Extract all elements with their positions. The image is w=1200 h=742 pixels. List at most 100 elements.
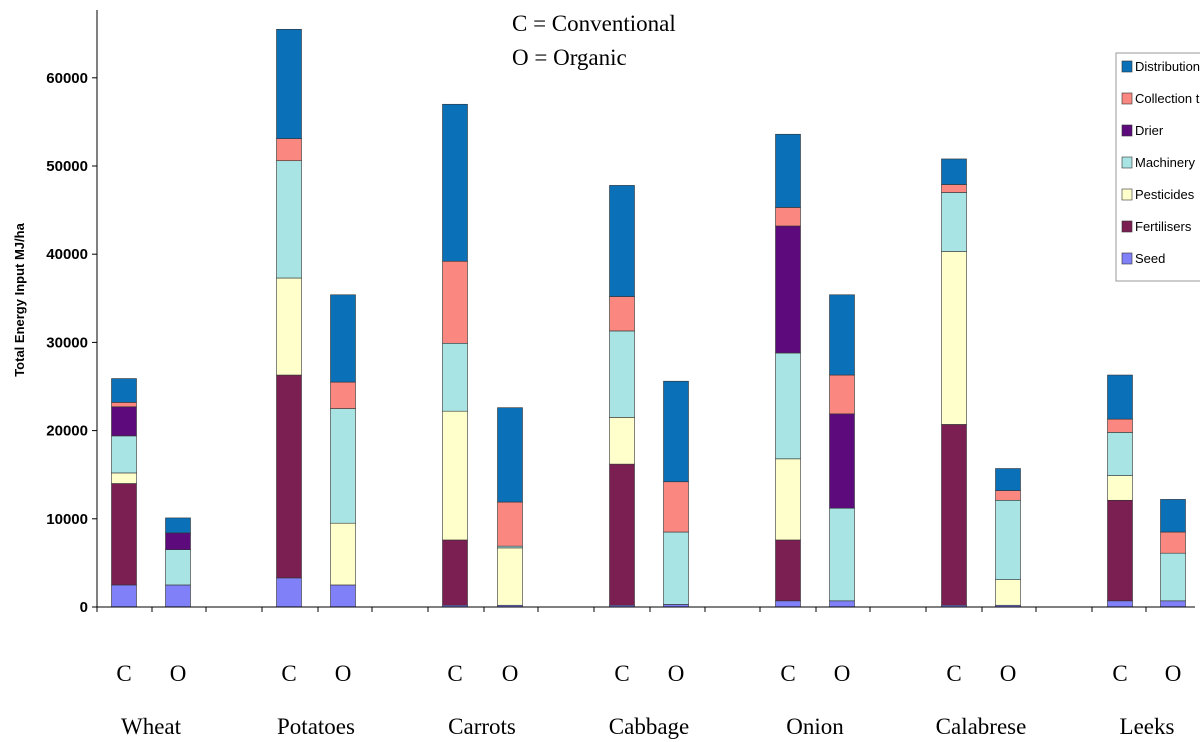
annotation-organic: O = Organic bbox=[512, 45, 627, 70]
legend-swatch-seed bbox=[1121, 252, 1133, 265]
system-label: O bbox=[668, 661, 685, 686]
segment-seed bbox=[829, 600, 855, 608]
segment-collection-transport bbox=[663, 481, 689, 533]
system-label: O bbox=[1000, 661, 1017, 686]
y-tick-label: 0 bbox=[80, 599, 88, 616]
category-labels: C O C O C O C O C O C O C O Wheat Potatoes Carrots Cabbag… bbox=[116, 661, 1181, 739]
crop-label-carrots: Carrots bbox=[448, 714, 516, 739]
legend-label-machinery: Machinery bbox=[1135, 155, 1195, 170]
segment-distribution bbox=[775, 133, 801, 208]
bar-potatoes-c bbox=[276, 28, 302, 608]
segment-fertilisers bbox=[1107, 499, 1133, 602]
segment-distribution bbox=[995, 468, 1021, 491]
segment-machinery bbox=[995, 499, 1021, 580]
bars-layer bbox=[111, 28, 1186, 608]
legend-label-seed: Seed bbox=[1135, 251, 1165, 266]
legend-label-distribution: Distribution bbox=[1135, 59, 1200, 74]
segment-fertilisers bbox=[111, 483, 137, 586]
segment-collection-transport bbox=[995, 490, 1021, 501]
legend-swatch-pesticides bbox=[1121, 188, 1133, 201]
segment-seed bbox=[111, 584, 137, 608]
segment-collection-transport bbox=[829, 374, 855, 415]
segment-collection-transport bbox=[111, 402, 137, 408]
bar-calabrese-o bbox=[995, 468, 1021, 608]
bar-carrots-c bbox=[442, 103, 468, 608]
segment-distribution bbox=[165, 517, 191, 534]
system-label: C bbox=[614, 661, 629, 686]
legend-swatch-machinery bbox=[1121, 156, 1133, 169]
segment-fertilisers bbox=[609, 463, 635, 606]
y-tick-label: 40000 bbox=[46, 246, 88, 263]
system-label: O bbox=[1165, 661, 1182, 686]
segment-collection-transport bbox=[775, 207, 801, 227]
segment-pesticides bbox=[497, 547, 523, 606]
segment-pesticides bbox=[775, 458, 801, 541]
segment-machinery bbox=[1107, 432, 1133, 476]
legend: Distribution Collection transport Drier Mac… bbox=[1115, 52, 1200, 282]
legend-swatch-drier bbox=[1121, 124, 1133, 137]
segment-pesticides bbox=[609, 417, 635, 465]
segment-collection-transport bbox=[330, 381, 356, 409]
segment-drier bbox=[829, 413, 855, 509]
segment-distribution bbox=[111, 378, 137, 403]
segment-machinery bbox=[663, 531, 689, 605]
segment-pesticides bbox=[111, 472, 137, 484]
segment-seed bbox=[330, 584, 356, 608]
segment-pesticides bbox=[941, 251, 967, 425]
segment-collection-transport bbox=[276, 138, 302, 162]
segment-machinery bbox=[775, 352, 801, 460]
segment-seed bbox=[276, 577, 302, 608]
segment-collection-transport bbox=[1107, 418, 1133, 433]
segment-seed bbox=[165, 584, 191, 608]
segment-distribution bbox=[442, 103, 468, 262]
segment-drier bbox=[775, 225, 801, 354]
segment-machinery bbox=[276, 160, 302, 279]
segment-distribution bbox=[497, 407, 523, 503]
bar-cabbage-c bbox=[609, 185, 635, 608]
x-ticks bbox=[96, 607, 1147, 612]
crop-label-potatoes: Potatoes bbox=[277, 714, 355, 739]
bar-carrots-o bbox=[497, 407, 523, 608]
system-label: C bbox=[1112, 661, 1127, 686]
segment-pesticides bbox=[276, 277, 302, 376]
segment-distribution bbox=[1107, 374, 1133, 420]
crop-label-leeks: Leeks bbox=[1120, 714, 1175, 739]
crop-label-wheat: Wheat bbox=[121, 714, 182, 739]
segment-drier bbox=[111, 406, 137, 437]
legend-label-collection-transport: Collection transport bbox=[1135, 91, 1200, 106]
system-label: O bbox=[502, 661, 519, 686]
segment-machinery bbox=[1160, 552, 1186, 602]
bar-wheat-o bbox=[165, 517, 191, 608]
segment-distribution bbox=[829, 294, 855, 376]
segment-pesticides bbox=[330, 522, 356, 586]
segment-pesticides bbox=[995, 579, 1021, 606]
segment-distribution bbox=[276, 28, 302, 139]
legend-swatch-distribution bbox=[1121, 60, 1133, 73]
segment-distribution bbox=[663, 380, 689, 483]
segment-distribution bbox=[1160, 499, 1186, 533]
y-tick-label: 20000 bbox=[46, 423, 88, 440]
system-label: C bbox=[447, 661, 462, 686]
segment-distribution bbox=[330, 294, 356, 383]
annotation-conventional: C = Conventional bbox=[512, 11, 676, 36]
bar-leeks-c bbox=[1107, 374, 1133, 608]
segment-machinery bbox=[165, 549, 191, 586]
y-tick-label: 60000 bbox=[46, 70, 88, 87]
segment-machinery bbox=[609, 330, 635, 418]
segment-drier bbox=[165, 532, 191, 550]
crop-label-calabrese: Calabrese bbox=[936, 714, 1027, 739]
legend-label-drier: Drier bbox=[1135, 123, 1164, 138]
segment-machinery bbox=[111, 435, 137, 474]
bar-leeks-o bbox=[1160, 499, 1186, 608]
crop-label-cabbage: Cabbage bbox=[609, 714, 689, 739]
crop-label-onion: Onion bbox=[786, 714, 844, 739]
system-label: C bbox=[946, 661, 961, 686]
segment-fertilisers bbox=[775, 539, 801, 602]
segment-fertilisers bbox=[941, 424, 967, 606]
segment-seed bbox=[1160, 600, 1186, 608]
segment-machinery bbox=[941, 192, 967, 252]
system-label: C bbox=[116, 661, 131, 686]
y-tick-label: 10000 bbox=[46, 511, 88, 528]
segment-distribution bbox=[941, 158, 967, 185]
